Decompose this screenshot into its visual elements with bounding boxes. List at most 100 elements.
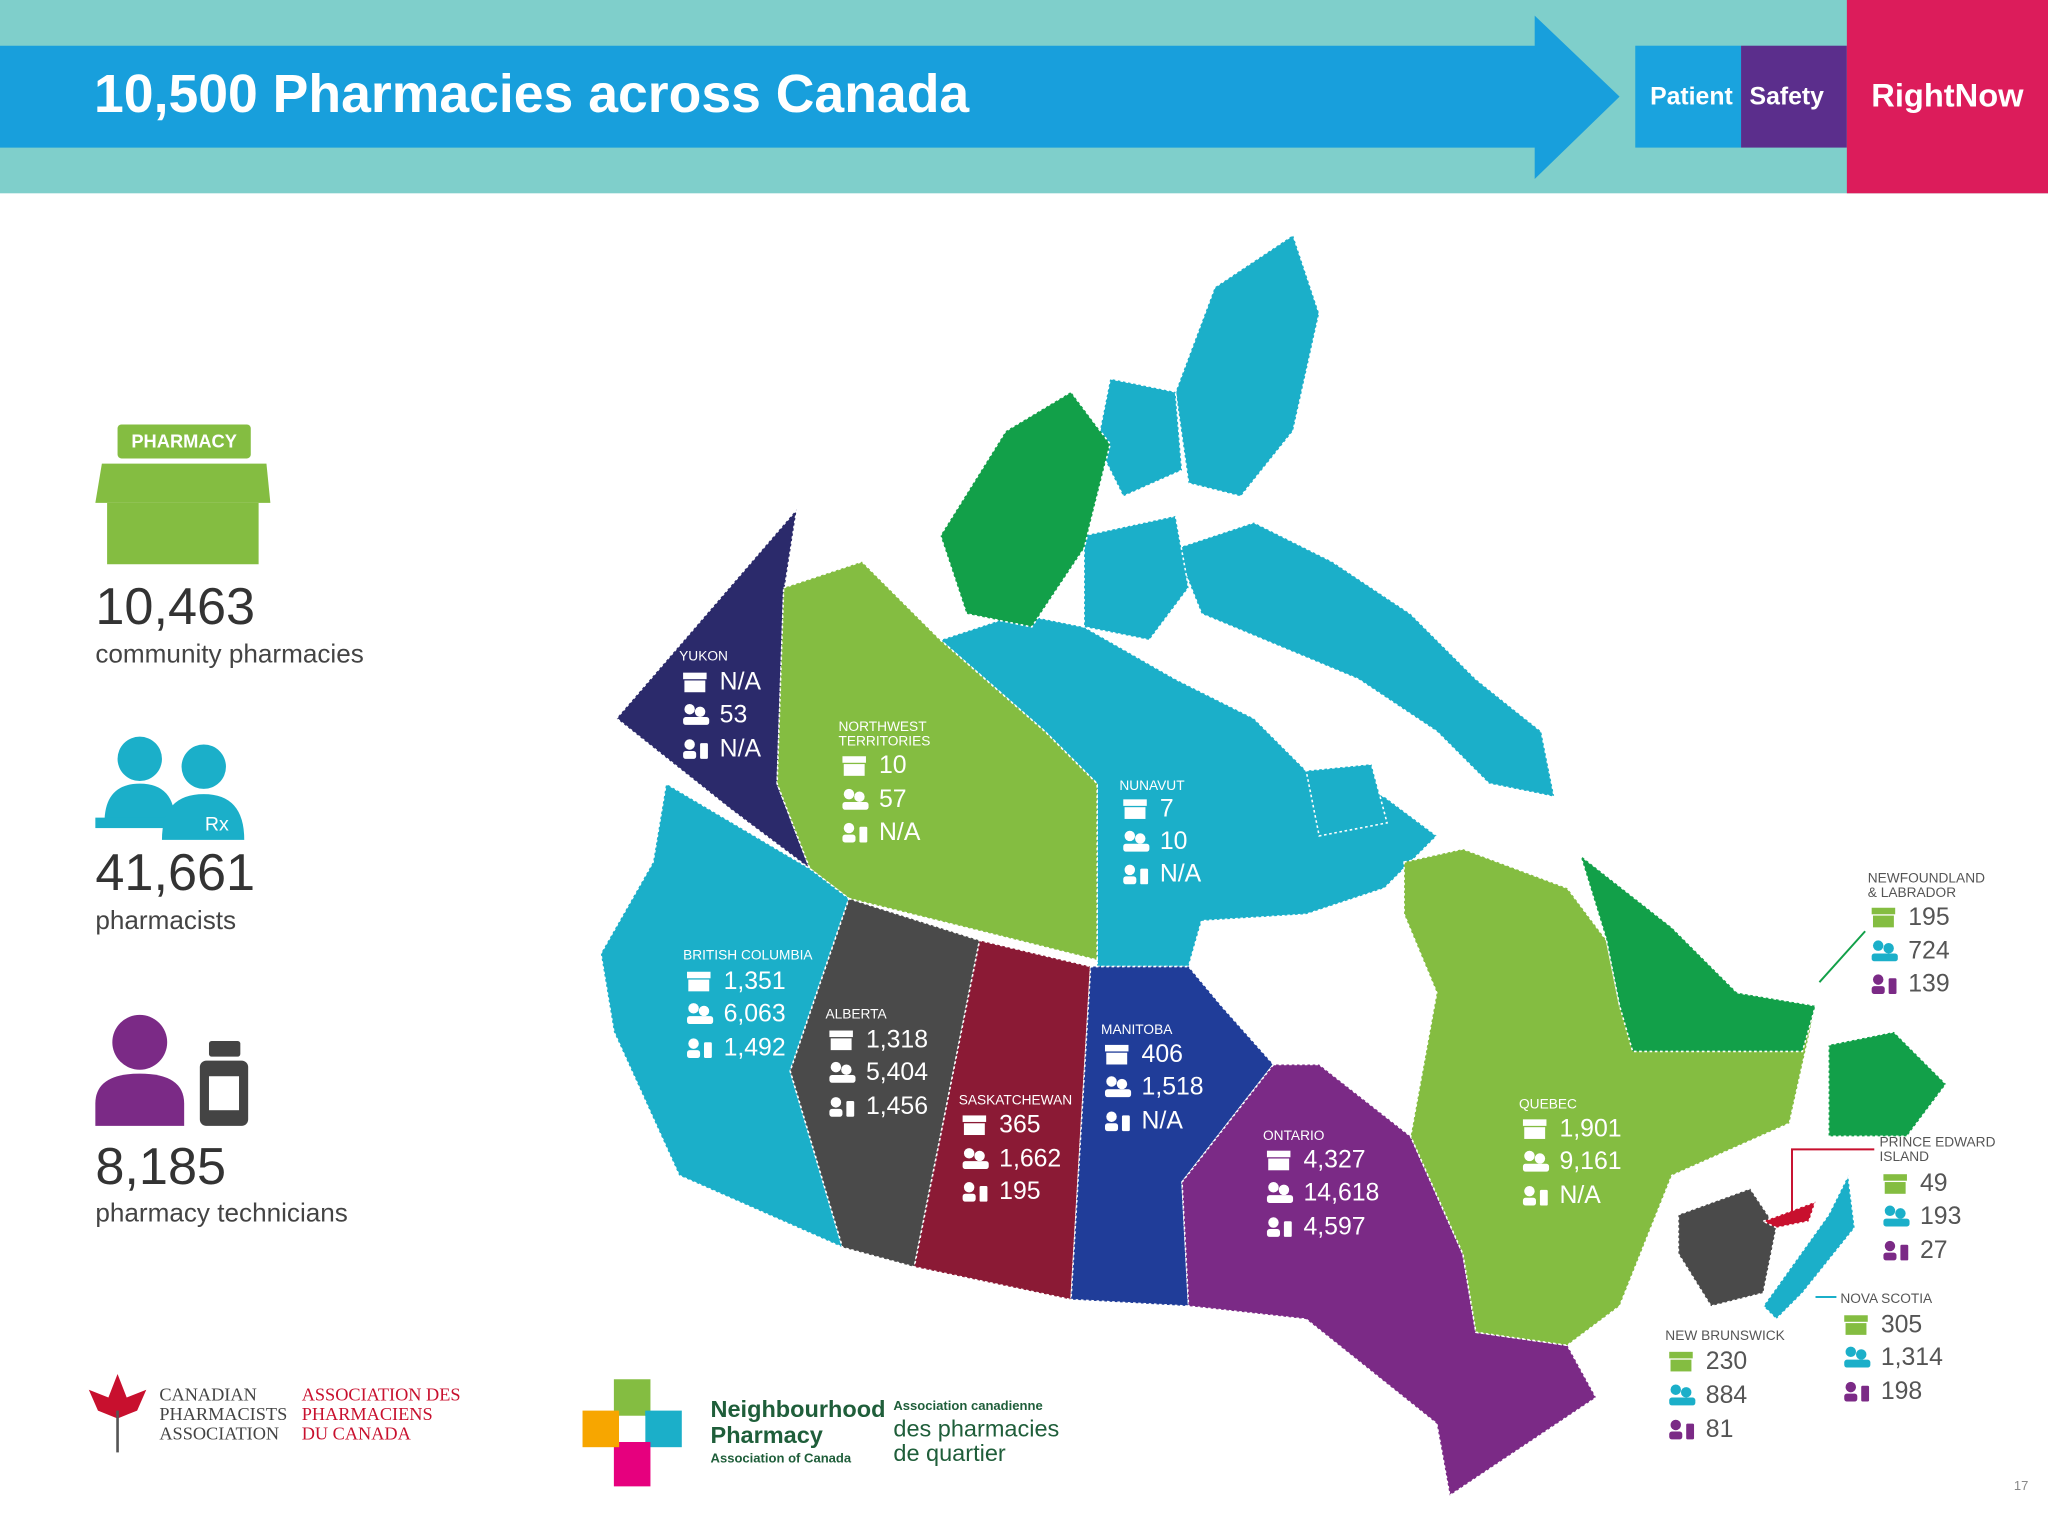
icon-part [1124, 864, 1136, 876]
icon-part [1123, 843, 1150, 852]
icon-part [1884, 1240, 1896, 1252]
store-icon [1883, 1174, 1907, 1194]
icon-part [1534, 1153, 1546, 1164]
store-icon [1669, 1351, 1693, 1372]
prince-edward-island [1761, 1200, 1817, 1229]
icon-part [1104, 1123, 1119, 1132]
icon-part [1883, 943, 1894, 954]
brand-text: RightNow [1871, 77, 2024, 114]
tech-icon [687, 1038, 712, 1058]
region-name: ISLAND [1880, 1149, 1930, 1164]
icon-part [1686, 1423, 1695, 1440]
region-name: ALBERTA [825, 1006, 887, 1021]
icon-part [1522, 1197, 1536, 1206]
stat-label: pharmacy technicians [95, 1198, 348, 1228]
yukon [615, 506, 812, 871]
nunavut-island [1083, 514, 1190, 641]
icon-part [1524, 1150, 1535, 1162]
icon-part [1872, 974, 1884, 985]
logo-text: Association canadienne [893, 1398, 1042, 1413]
store-icon [1123, 799, 1147, 819]
labrador [1578, 853, 1817, 1053]
icon-part [974, 1150, 985, 1162]
people-icon [1669, 1384, 1696, 1406]
icon-part [1871, 953, 1898, 962]
region-value: 230 [1706, 1348, 1747, 1375]
icon-part [1884, 1205, 1896, 1216]
icon-part [683, 672, 707, 680]
region-name: ONTARIO [1263, 1128, 1324, 1143]
stat-label: community pharmacies [95, 639, 363, 669]
northwest-territories [776, 560, 1098, 962]
store-icon [1844, 1315, 1868, 1335]
icon-part [1121, 1115, 1130, 1132]
icon-part [704, 1042, 712, 1058]
icon-part [683, 751, 697, 759]
icon-part [1845, 1381, 1856, 1393]
icon-part [843, 822, 855, 834]
people-icon [683, 704, 710, 725]
icon-part [962, 1193, 976, 1202]
icon-part [1883, 1252, 1897, 1261]
logo-text: PHARMACIENS [302, 1404, 433, 1424]
tech-icon [1266, 1217, 1292, 1237]
icon-part [1268, 1158, 1290, 1171]
icon-part [1266, 1150, 1291, 1158]
icon-part [1844, 1393, 1858, 1402]
tech-icon [1871, 974, 1897, 994]
region-value: N/A [1142, 1108, 1184, 1135]
logo-text: Neighbourhood [711, 1396, 886, 1422]
tech-icon [842, 822, 868, 843]
region-value: 53 [720, 701, 748, 728]
tech-icon [1883, 1240, 1909, 1261]
store-icon [1871, 907, 1896, 928]
region-name: NORTHWEST [839, 719, 928, 734]
icon-part [683, 717, 710, 725]
icon-part [1871, 986, 1885, 994]
icon-part [1871, 907, 1896, 915]
tech-icon [1669, 1419, 1695, 1440]
people-icon [1871, 940, 1898, 962]
region-value: 139 [1908, 970, 1949, 997]
icon-part [1524, 1127, 1546, 1139]
region-name: MANITOBA [1101, 1022, 1173, 1037]
tech-icon [962, 1182, 988, 1202]
icon-part [829, 1074, 856, 1083]
icon-part [830, 1097, 842, 1108]
icon-part [1522, 1119, 1547, 1126]
icon-part [1104, 1089, 1132, 1098]
region-name: & LABRADOR [1868, 885, 1956, 900]
logo-text: ASSOCIATION [159, 1424, 279, 1444]
region-name: NUNAVUT [1119, 778, 1185, 793]
nunavut-island [1305, 763, 1389, 837]
icon-part [1872, 915, 1894, 928]
icon-part [1140, 868, 1149, 885]
icon-part [963, 1148, 975, 1159]
icon-part [1124, 830, 1136, 842]
icon-part [1844, 1315, 1868, 1322]
region-value: 406 [1142, 1041, 1183, 1068]
icon-part [962, 1161, 989, 1169]
brand-text: Patient [1650, 84, 1733, 111]
icon-part [963, 1182, 975, 1193]
icon-part [1670, 1359, 1692, 1372]
icon-part [842, 801, 869, 810]
icon-text: Rx [205, 814, 229, 836]
region-name: NOVA SCOTIA [1840, 1291, 1933, 1306]
region-value: 305 [1881, 1311, 1922, 1338]
people-icon [1844, 1346, 1871, 1368]
store-icon [683, 672, 707, 693]
people-icon [962, 1148, 989, 1169]
icon-part [829, 1108, 843, 1117]
icon-part [841, 1064, 852, 1075]
logo-text: Pharmacy [711, 1422, 823, 1448]
tech-icon [1522, 1185, 1548, 1206]
region-value: 193 [1920, 1203, 1961, 1230]
icon-part [962, 1115, 987, 1122]
store-icon [842, 756, 866, 776]
region-value: 49 [1920, 1170, 1948, 1197]
logo-text: Association of Canada [711, 1450, 852, 1465]
icon-part [1266, 1229, 1280, 1237]
newfoundland [1827, 1030, 1948, 1138]
